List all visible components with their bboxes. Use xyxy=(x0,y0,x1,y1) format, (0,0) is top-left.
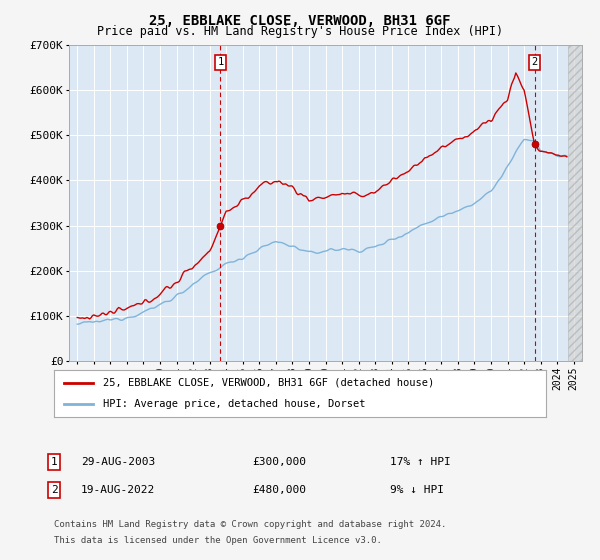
Text: 29-AUG-2003: 29-AUG-2003 xyxy=(81,457,155,467)
Text: 17% ↑ HPI: 17% ↑ HPI xyxy=(390,457,451,467)
Text: HPI: Average price, detached house, Dorset: HPI: Average price, detached house, Dors… xyxy=(103,399,366,409)
Bar xyxy=(568,45,582,361)
Text: Price paid vs. HM Land Registry's House Price Index (HPI): Price paid vs. HM Land Registry's House … xyxy=(97,25,503,38)
Text: 1: 1 xyxy=(217,57,224,67)
Text: 9% ↓ HPI: 9% ↓ HPI xyxy=(390,485,444,495)
Text: 25, EBBLAKE CLOSE, VERWOOD, BH31 6GF: 25, EBBLAKE CLOSE, VERWOOD, BH31 6GF xyxy=(149,14,451,28)
Text: 25, EBBLAKE CLOSE, VERWOOD, BH31 6GF (detached house): 25, EBBLAKE CLOSE, VERWOOD, BH31 6GF (de… xyxy=(103,378,434,388)
Text: This data is licensed under the Open Government Licence v3.0.: This data is licensed under the Open Gov… xyxy=(54,536,382,545)
Text: Contains HM Land Registry data © Crown copyright and database right 2024.: Contains HM Land Registry data © Crown c… xyxy=(54,520,446,529)
Text: 2: 2 xyxy=(50,485,58,495)
Text: £480,000: £480,000 xyxy=(252,485,306,495)
Text: £300,000: £300,000 xyxy=(252,457,306,467)
Text: 1: 1 xyxy=(50,457,58,467)
Text: 2: 2 xyxy=(532,57,538,67)
Text: 19-AUG-2022: 19-AUG-2022 xyxy=(81,485,155,495)
